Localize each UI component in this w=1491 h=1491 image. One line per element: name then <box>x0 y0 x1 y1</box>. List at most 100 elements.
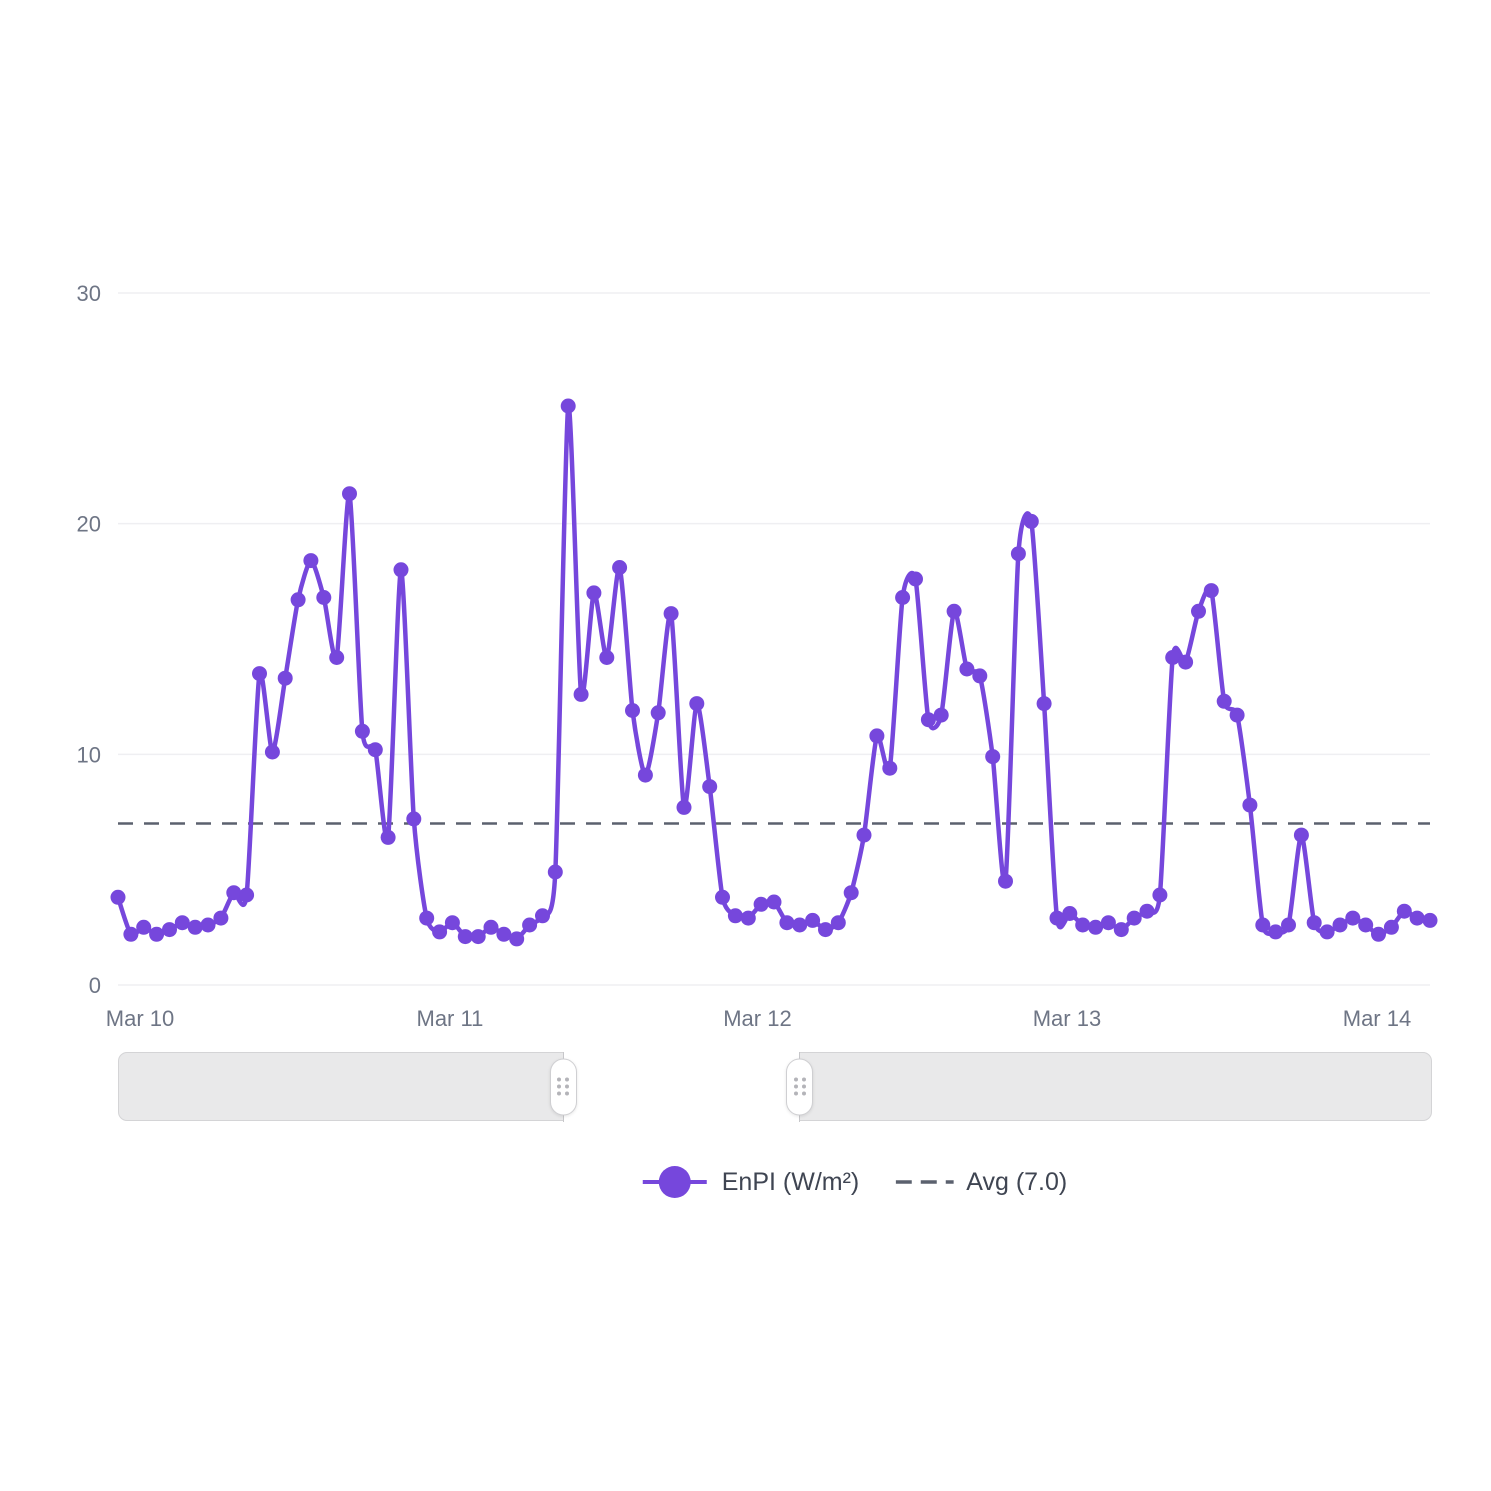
data-point[interactable] <box>483 919 499 935</box>
data-point[interactable] <box>818 922 833 938</box>
data-point[interactable] <box>933 707 949 723</box>
data-point[interactable] <box>174 915 190 931</box>
data-point[interactable] <box>1242 797 1258 813</box>
data-point[interactable] <box>1010 546 1026 562</box>
data-point[interactable] <box>149 926 165 942</box>
data-point[interactable] <box>200 917 216 933</box>
data-point[interactable] <box>213 910 229 926</box>
data-point[interactable] <box>946 603 962 619</box>
data-point[interactable] <box>1203 583 1219 599</box>
data-point[interactable] <box>162 922 177 938</box>
data-point[interactable] <box>972 668 988 684</box>
data-point[interactable] <box>290 592 306 608</box>
data-point[interactable] <box>496 926 512 942</box>
data-point[interactable] <box>920 712 936 728</box>
data-point[interactable] <box>637 767 653 783</box>
data-point[interactable] <box>1191 603 1206 619</box>
data-point[interactable] <box>252 666 267 682</box>
legend-item-avg[interactable]: Avg (7.0) <box>895 1168 1067 1197</box>
data-point[interactable] <box>239 887 255 903</box>
data-point[interactable] <box>1268 924 1284 940</box>
data-point[interactable] <box>843 885 859 901</box>
enpi-line-chart[interactable]: 0 10 20 30 Mar 10 Mar 11 Mar 12 Mar 13 Mar 14 <box>0 0 1491 1040</box>
data-point[interactable] <box>303 553 319 569</box>
legend-item-enpi[interactable]: EnPI (W/m²) <box>641 1164 859 1200</box>
data-point[interactable] <box>715 889 730 905</box>
data-point[interactable] <box>1319 924 1335 940</box>
data-point[interactable] <box>1281 917 1296 933</box>
data-point[interactable] <box>753 896 769 912</box>
data-point[interactable] <box>599 650 615 665</box>
data-point[interactable] <box>612 560 628 575</box>
data-point[interactable] <box>367 742 383 758</box>
range-slider-left-handle[interactable] <box>549 1058 577 1115</box>
data-point[interactable] <box>830 915 846 931</box>
data-point[interactable] <box>766 894 782 910</box>
data-point[interactable] <box>727 908 743 924</box>
data-point[interactable] <box>354 723 370 739</box>
data-point[interactable] <box>380 829 396 845</box>
data-point[interactable] <box>1383 919 1399 935</box>
data-point[interactable] <box>547 864 563 880</box>
data-point[interactable] <box>998 873 1013 889</box>
data-point[interactable] <box>908 571 923 587</box>
data-point[interactable] <box>882 760 898 776</box>
data-point[interactable] <box>1409 910 1425 926</box>
data-point[interactable] <box>1371 926 1386 942</box>
data-point[interactable] <box>277 670 293 686</box>
data-point[interactable] <box>1422 912 1438 928</box>
data-point[interactable] <box>444 915 460 931</box>
data-point[interactable] <box>1332 917 1348 933</box>
data-point[interactable] <box>792 917 808 933</box>
data-point[interactable] <box>1049 910 1065 926</box>
data-point[interactable] <box>136 919 152 935</box>
data-point[interactable] <box>650 705 666 721</box>
data-point[interactable] <box>1293 827 1309 843</box>
data-point[interactable] <box>1100 915 1116 931</box>
data-point[interactable] <box>342 486 357 502</box>
data-point[interactable] <box>1178 654 1194 670</box>
data-point[interactable] <box>509 931 525 947</box>
data-point[interactable] <box>1165 650 1181 665</box>
range-slider-window[interactable] <box>563 1051 800 1122</box>
data-point[interactable] <box>1075 917 1091 933</box>
data-point[interactable] <box>1229 707 1245 723</box>
data-point[interactable] <box>110 889 126 905</box>
data-point[interactable] <box>1306 915 1322 931</box>
data-point[interactable] <box>1216 693 1232 709</box>
data-point[interactable] <box>702 779 718 795</box>
data-point[interactable] <box>1345 910 1361 926</box>
data-point[interactable] <box>560 398 576 414</box>
data-point[interactable] <box>316 590 332 605</box>
data-point[interactable] <box>856 827 872 843</box>
data-point[interactable] <box>123 926 139 942</box>
data-point[interactable] <box>1139 903 1155 919</box>
data-point[interactable] <box>264 744 280 760</box>
data-point[interactable] <box>663 606 679 622</box>
data-point[interactable] <box>1062 906 1078 921</box>
data-point[interactable] <box>432 924 448 940</box>
data-point[interactable] <box>895 590 911 605</box>
data-point[interactable] <box>805 912 821 928</box>
data-point[interactable] <box>869 728 885 744</box>
data-point[interactable] <box>1126 910 1142 926</box>
data-point[interactable] <box>985 749 1001 765</box>
data-point[interactable] <box>470 929 486 945</box>
data-point[interactable] <box>329 650 345 665</box>
data-point[interactable] <box>740 910 756 926</box>
data-point[interactable] <box>573 686 589 702</box>
data-point[interactable] <box>586 585 602 601</box>
data-point[interactable] <box>959 661 975 677</box>
range-slider-right-handle[interactable] <box>786 1058 814 1115</box>
data-point[interactable] <box>187 919 203 935</box>
data-point[interactable] <box>457 929 473 945</box>
data-point[interactable] <box>419 910 435 926</box>
data-point[interactable] <box>625 703 640 718</box>
data-point[interactable] <box>1396 903 1412 919</box>
data-point[interactable] <box>779 915 795 931</box>
data-point[interactable] <box>1113 922 1129 938</box>
data-point[interactable] <box>226 885 242 901</box>
data-point[interactable] <box>1023 513 1039 529</box>
data-point[interactable] <box>1255 917 1271 933</box>
data-point[interactable] <box>393 562 409 578</box>
